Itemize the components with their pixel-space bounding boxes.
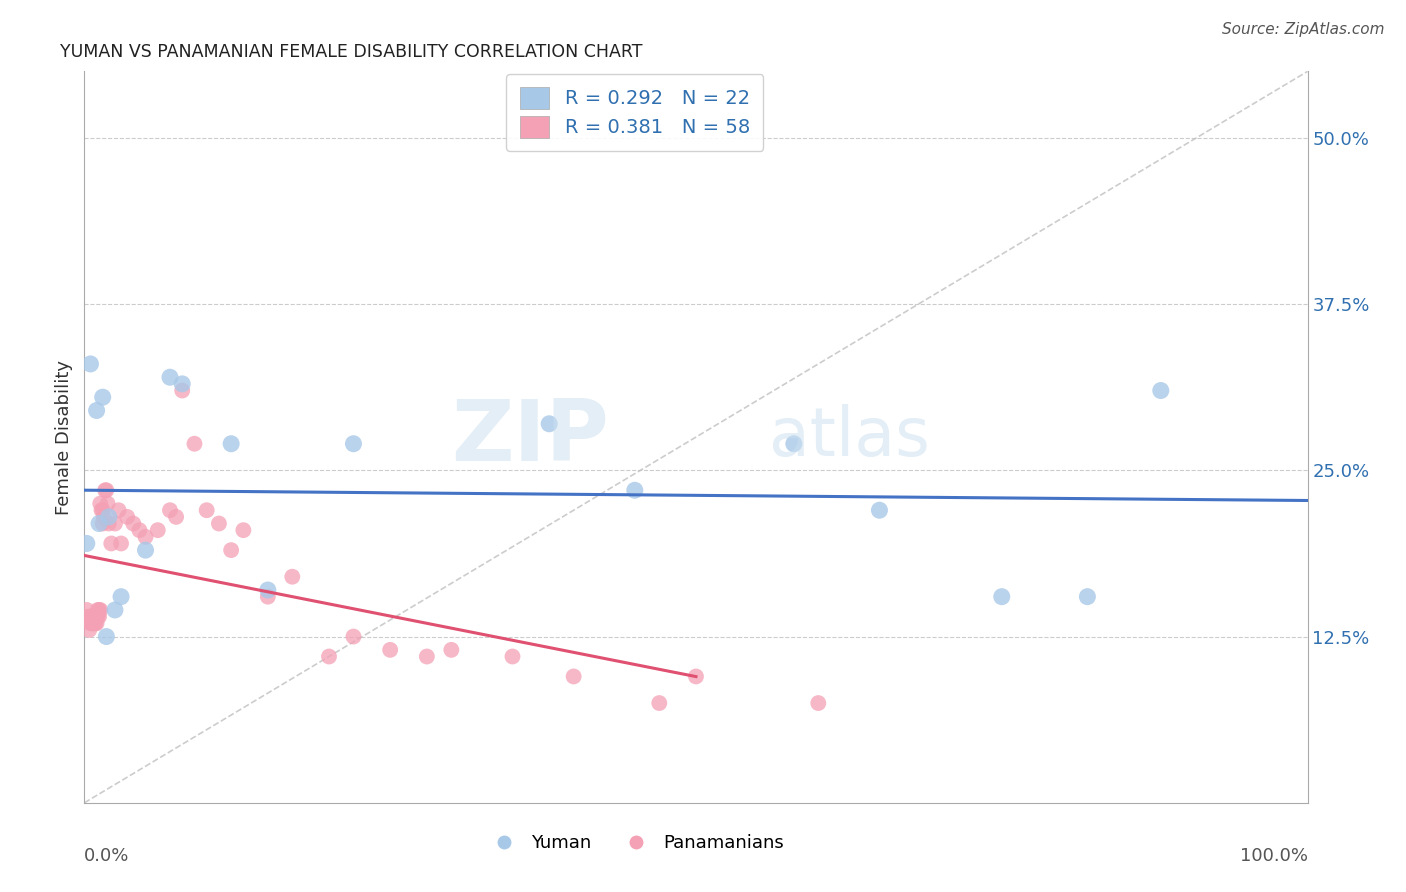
Point — [94, 483, 117, 498]
Point — [104, 516, 127, 531]
Point — [342, 436, 364, 450]
Text: Source: ZipAtlas.com: Source: ZipAtlas.com — [1222, 22, 1385, 37]
Point — [87, 609, 110, 624]
Point — [159, 503, 181, 517]
Point — [257, 590, 280, 604]
Point — [115, 509, 138, 524]
Point — [342, 630, 364, 644]
Point — [91, 503, 114, 517]
Point — [79, 616, 101, 631]
Point — [318, 649, 340, 664]
Point — [135, 543, 157, 558]
Point — [86, 609, 108, 624]
Point — [232, 523, 254, 537]
Point — [159, 370, 181, 384]
Point — [195, 503, 218, 517]
Point — [84, 609, 107, 624]
Point — [76, 536, 98, 550]
Point — [165, 509, 187, 524]
Point — [77, 623, 100, 637]
Text: 100.0%: 100.0% — [1240, 847, 1308, 864]
Point — [86, 616, 108, 631]
Point — [380, 643, 402, 657]
Point — [80, 616, 103, 631]
Y-axis label: Female Disability: Female Disability — [55, 359, 73, 515]
Point — [807, 696, 830, 710]
Point — [1150, 384, 1173, 398]
Point — [82, 616, 104, 631]
Point — [172, 376, 194, 391]
Point — [783, 436, 806, 450]
Text: atlas: atlas — [769, 404, 931, 470]
Text: 0.0%: 0.0% — [84, 847, 129, 864]
Point — [110, 536, 132, 550]
Point — [96, 630, 118, 644]
Point — [257, 582, 280, 597]
Point — [83, 609, 105, 624]
Text: ZIP: ZIP — [451, 395, 609, 479]
Point — [83, 616, 105, 631]
Point — [624, 483, 647, 498]
Point — [97, 509, 120, 524]
Point — [90, 503, 112, 517]
Point — [869, 503, 891, 517]
Point — [135, 530, 157, 544]
Point — [87, 603, 110, 617]
Point — [96, 483, 118, 498]
Point — [97, 516, 120, 531]
Point — [146, 523, 169, 537]
Point — [82, 609, 104, 624]
Point — [76, 603, 98, 617]
Point — [87, 516, 110, 531]
Point — [104, 603, 127, 617]
Point — [79, 609, 101, 624]
Point — [219, 543, 242, 558]
Point — [172, 384, 194, 398]
Point — [648, 696, 671, 710]
Point — [281, 570, 304, 584]
Point — [97, 497, 120, 511]
Text: YUMAN VS PANAMANIAN FEMALE DISABILITY CORRELATION CHART: YUMAN VS PANAMANIAN FEMALE DISABILITY CO… — [60, 44, 643, 62]
Point — [416, 649, 439, 664]
Point — [122, 516, 145, 531]
Point — [100, 536, 122, 550]
Legend: Yuman, Panamanians: Yuman, Panamanians — [478, 827, 792, 860]
Point — [84, 616, 107, 631]
Point — [89, 603, 111, 617]
Point — [89, 497, 111, 511]
Point — [562, 669, 585, 683]
Point — [107, 503, 129, 517]
Point — [183, 436, 205, 450]
Point — [86, 403, 108, 417]
Point — [91, 516, 114, 531]
Point — [440, 643, 463, 657]
Point — [685, 669, 707, 683]
Point — [1076, 590, 1098, 604]
Point — [93, 509, 115, 524]
Point — [91, 390, 114, 404]
Point — [991, 590, 1014, 604]
Point — [87, 609, 110, 624]
Point — [79, 357, 101, 371]
Point — [219, 436, 242, 450]
Point — [110, 590, 132, 604]
Point — [538, 417, 561, 431]
Point — [80, 609, 103, 624]
Point — [128, 523, 150, 537]
Point — [502, 649, 524, 664]
Point — [208, 516, 231, 531]
Point — [77, 609, 100, 624]
Point — [87, 603, 110, 617]
